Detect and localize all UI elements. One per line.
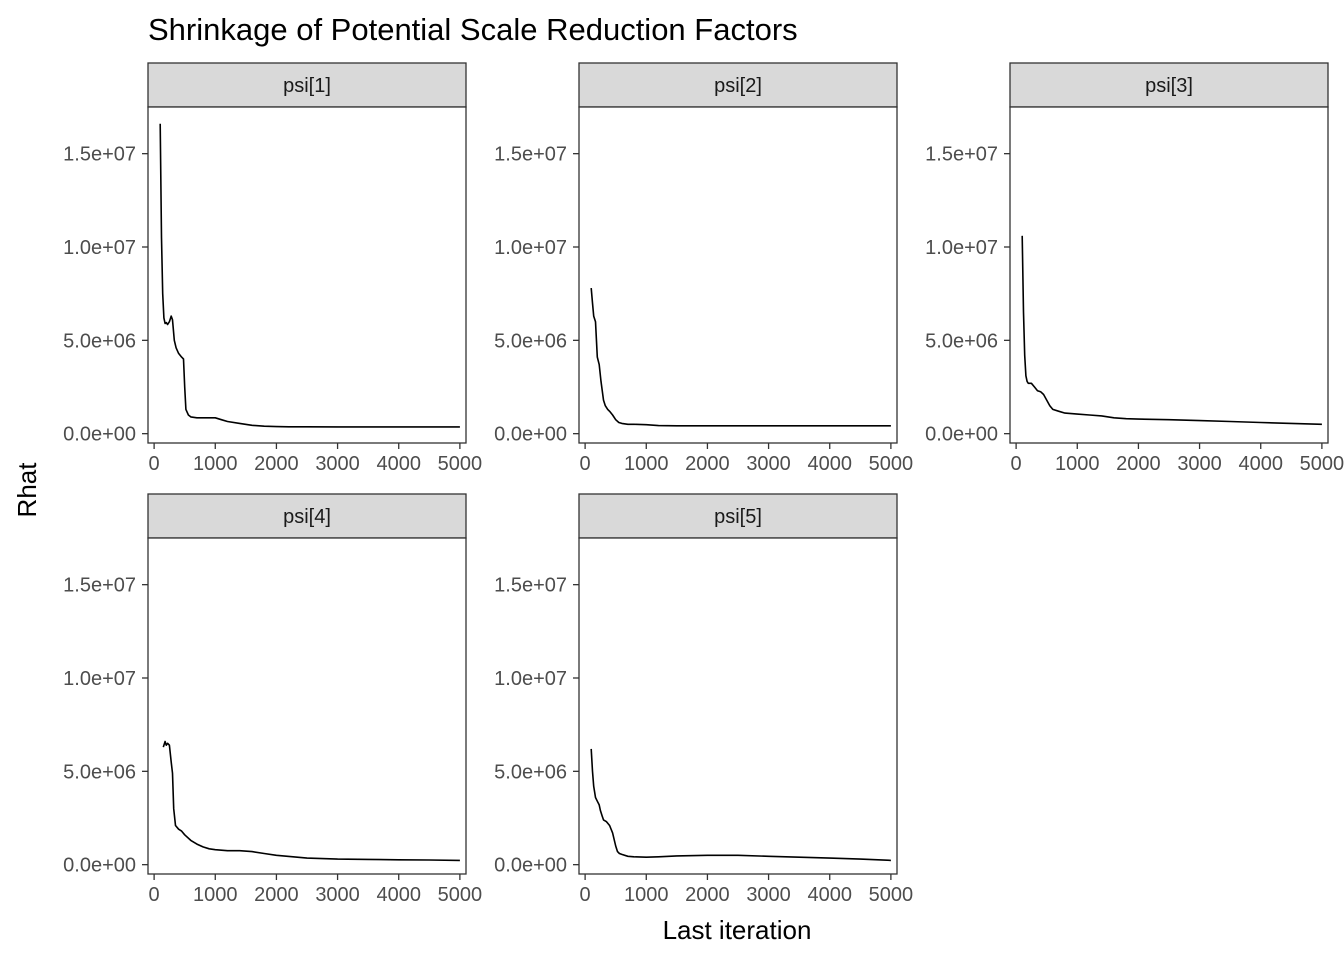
panel-border	[147, 537, 467, 875]
facet-panels: psi[1] 0.0e+00 5.0e+06 1.0e+07 1.5e+07 0 1000 2…	[63, 62, 1344, 906]
y-tick-label: 1.5e+07	[925, 144, 998, 166]
y-tick-label: 5.0e+06	[63, 761, 136, 783]
x-tick-label: 5000	[869, 884, 914, 906]
rhat-series-line	[159, 123, 460, 428]
x-tick-label: 5000	[1300, 453, 1344, 475]
y-tick-label: 1.0e+07	[63, 668, 136, 690]
y-tick-label: 1.5e+07	[63, 144, 136, 166]
x-tick-label: 3000	[746, 884, 791, 906]
x-tick-label: 2000	[254, 884, 299, 906]
x-tick-label: 0	[580, 884, 591, 906]
y-tick-label: 5.0e+06	[925, 330, 998, 352]
x-tick-label: 1000	[1055, 453, 1100, 475]
rhat-series-line	[590, 748, 891, 862]
facet-label: psi[4]	[283, 506, 331, 528]
facet-label: psi[1]	[283, 75, 331, 97]
x-tick-label: 0	[580, 453, 591, 475]
y-tick-label: 0.0e+00	[63, 424, 136, 446]
facet-label: psi[5]	[714, 506, 762, 528]
facet-panel: psi[2] 0.0e+00 5.0e+06 1.0e+07 1.5e+07 0 1000 2…	[494, 62, 914, 475]
facet-strip	[1009, 62, 1329, 108]
panel-border	[578, 537, 898, 875]
x-tick-label: 3000	[315, 884, 360, 906]
x-tick-label: 4000	[807, 884, 852, 906]
y-tick-label: 5.0e+06	[494, 330, 567, 352]
x-tick-label: 5000	[438, 453, 483, 475]
facet-panel: psi[1] 0.0e+00 5.0e+06 1.0e+07 1.5e+07 0 1000 2…	[63, 62, 483, 475]
x-tick-label: 0	[149, 453, 160, 475]
x-tick-label: 0	[149, 884, 160, 906]
y-tick-label: 0.0e+00	[494, 424, 567, 446]
facet-strip	[147, 62, 467, 108]
y-tick-label: 1.5e+07	[63, 575, 136, 597]
facet-panel: psi[3] 0.0e+00 5.0e+06 1.0e+07 1.5e+07 0 1000 2…	[925, 62, 1344, 475]
facet-strip	[578, 493, 898, 539]
x-tick-label: 1000	[624, 453, 669, 475]
rhat-series-line	[590, 288, 891, 427]
x-tick-label: 2000	[685, 884, 730, 906]
facet-panel: psi[5] 0.0e+00 5.0e+06 1.0e+07 1.5e+07 0 1000 2…	[494, 493, 914, 906]
x-tick-label: 1000	[193, 884, 238, 906]
y-axis-title: Rhat	[12, 462, 42, 518]
panel-border	[147, 106, 467, 444]
x-tick-label: 3000	[315, 453, 360, 475]
x-tick-label: 4000	[1238, 453, 1283, 475]
y-tick-label: 0.0e+00	[494, 855, 567, 877]
panel-border	[1009, 106, 1329, 444]
y-tick-label: 1.5e+07	[494, 144, 567, 166]
x-tick-label: 1000	[624, 884, 669, 906]
x-tick-label: 5000	[438, 884, 483, 906]
rhat-series-line	[1021, 235, 1322, 426]
facet-strip	[578, 62, 898, 108]
x-tick-label: 4000	[807, 453, 852, 475]
y-tick-label: 0.0e+00	[925, 424, 998, 446]
x-tick-label: 5000	[869, 453, 914, 475]
x-tick-label: 3000	[746, 453, 791, 475]
y-tick-label: 1.0e+07	[63, 237, 136, 259]
facet-strip	[147, 493, 467, 539]
chart-title: Shrinkage of Potential Scale Reduction F…	[148, 12, 798, 47]
panel-border	[578, 106, 898, 444]
y-tick-label: 0.0e+00	[63, 855, 136, 877]
rhat-series-line	[162, 740, 460, 862]
y-tick-label: 1.0e+07	[925, 237, 998, 259]
facet-label: psi[3]	[1145, 75, 1193, 97]
y-tick-label: 1.0e+07	[494, 237, 567, 259]
x-tick-label: 0	[1011, 453, 1022, 475]
x-tick-label: 2000	[254, 453, 299, 475]
y-tick-label: 1.0e+07	[494, 668, 567, 690]
y-tick-label: 1.5e+07	[494, 575, 567, 597]
x-tick-label: 4000	[376, 453, 421, 475]
x-tick-label: 3000	[1177, 453, 1222, 475]
x-tick-label: 2000	[1116, 453, 1161, 475]
facet-panel: psi[4] 0.0e+00 5.0e+06 1.0e+07 1.5e+07 0 1000 2…	[63, 493, 483, 906]
x-tick-label: 1000	[193, 453, 238, 475]
y-tick-label: 5.0e+06	[494, 761, 567, 783]
facet-label: psi[2]	[714, 75, 762, 97]
x-axis-title: Last iteration	[663, 915, 812, 945]
x-tick-label: 4000	[376, 884, 421, 906]
y-tick-label: 5.0e+06	[63, 330, 136, 352]
x-tick-label: 2000	[685, 453, 730, 475]
